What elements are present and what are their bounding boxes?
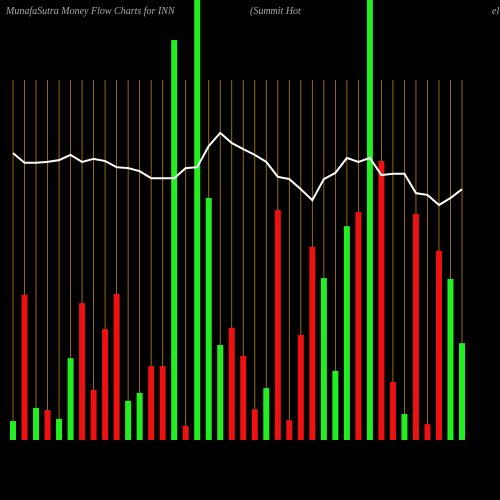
chart-subtitle-tail: el [492,6,499,17]
bar [378,161,385,441]
bar [355,212,362,440]
bar [113,293,120,440]
bar [159,366,166,440]
bar [412,213,419,440]
bar [389,381,396,440]
bar [251,409,258,440]
bar [332,370,339,440]
bar [171,40,178,440]
bar [459,343,465,440]
bar [44,410,51,440]
chart-subtitle: (Summit Hot [250,6,301,17]
bar [286,420,293,440]
bar [228,327,235,440]
bar [67,358,74,440]
bar [263,388,270,440]
bar [10,421,16,440]
bar [424,424,431,440]
bar [33,407,40,440]
bar [447,278,454,440]
bar [182,425,189,440]
bar [217,344,224,440]
bar [309,246,316,440]
bar [56,418,63,440]
bar [79,303,86,440]
bar [366,0,373,440]
bar [240,355,247,440]
bar [21,294,28,440]
chart-title: MunafaSutra Money Flow Charts for INN [5,6,176,17]
bar [136,392,143,440]
bar [320,278,327,440]
bar [401,414,408,440]
bar [102,329,109,440]
bar [205,198,212,440]
bar [90,389,97,440]
money-flow-line [12,131,463,207]
bar [194,0,201,440]
bar [343,226,350,440]
bar [125,400,132,440]
bar [297,334,304,440]
bar [148,366,155,440]
bar [435,250,442,440]
bar [274,209,281,440]
